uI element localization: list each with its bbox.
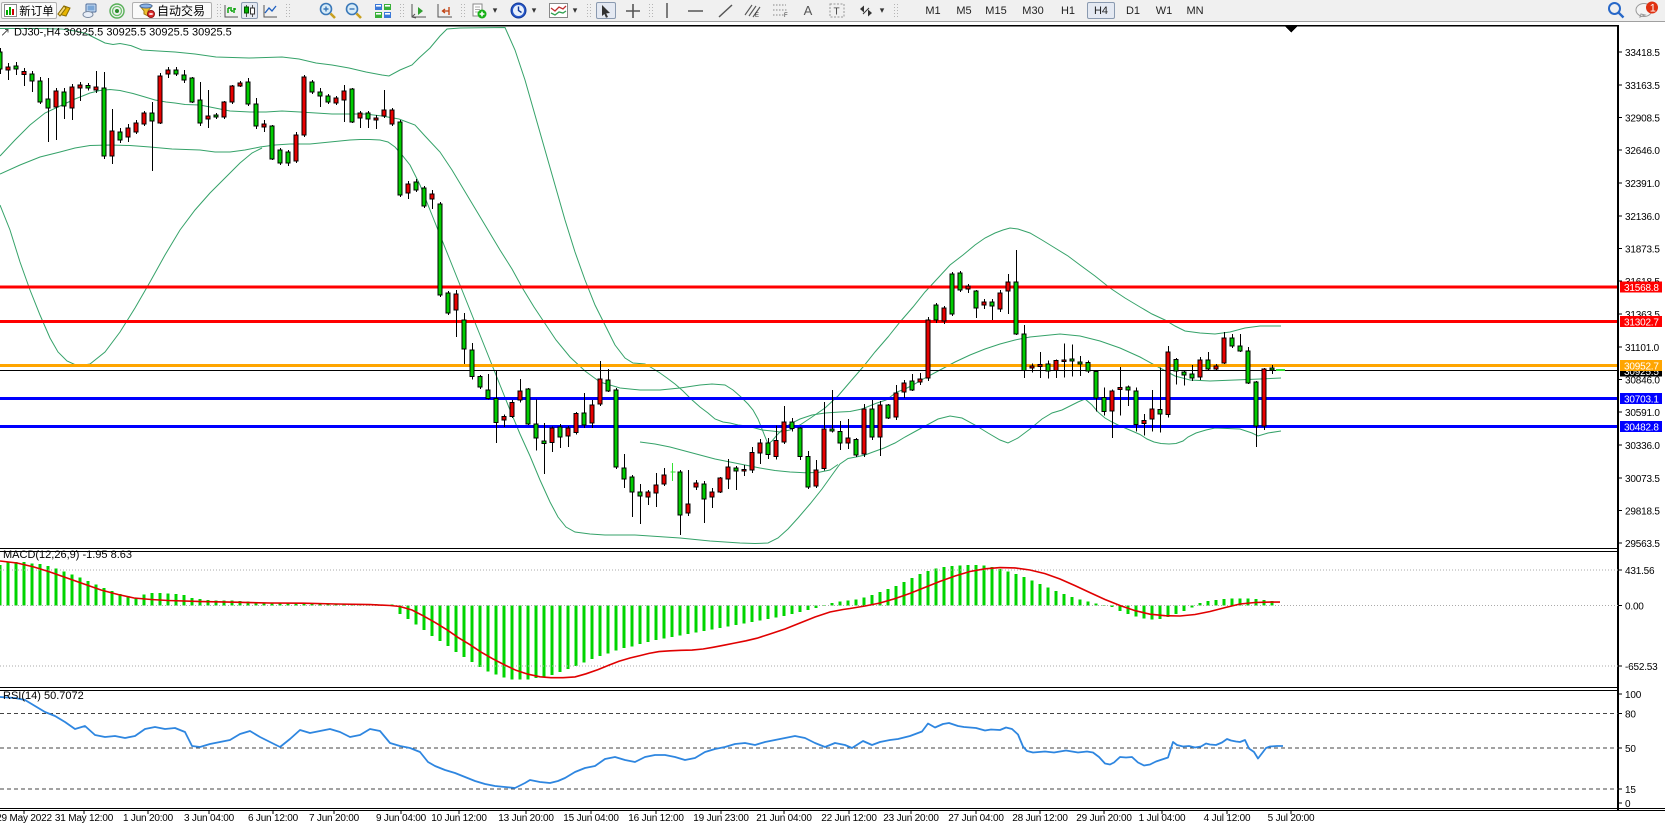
svg-text:30482.8: 30482.8: [1624, 423, 1659, 434]
svg-text:80: 80: [1625, 710, 1636, 721]
svg-text:6 Jun 12:00: 6 Jun 12:00: [248, 813, 299, 824]
svg-text:-652.53: -652.53: [1625, 662, 1658, 673]
svg-text:15: 15: [1625, 785, 1636, 796]
svg-text:29563.5: 29563.5: [1625, 539, 1660, 550]
svg-text:431.56: 431.56: [1625, 566, 1655, 577]
svg-text:13 Jun 20:00: 13 Jun 20:00: [498, 813, 554, 824]
svg-text:1 Jun 20:00: 1 Jun 20:00: [123, 813, 174, 824]
svg-text:DJ30-,H4 30925.5 30925.5 3092: DJ30-,H4 30925.5 30925.5 30925.5 30925.5: [14, 27, 232, 39]
svg-text:21 Jun 04:00: 21 Jun 04:00: [756, 813, 812, 824]
svg-text:1: 1: [1650, 2, 1656, 14]
svg-text:E: E: [755, 13, 759, 18]
svg-text:32391.0: 32391.0: [1625, 179, 1660, 190]
svg-text:31873.5: 31873.5: [1625, 245, 1660, 256]
svg-text:4 Jul 12:00: 4 Jul 12:00: [1204, 813, 1251, 824]
svg-text:10 Jun 12:00: 10 Jun 12:00: [431, 813, 487, 824]
svg-text:29 May 2022: 29 May 2022: [0, 813, 52, 824]
svg-text:15 Jun 04:00: 15 Jun 04:00: [563, 813, 619, 824]
svg-text:31568.8: 31568.8: [1624, 283, 1659, 294]
svg-text:31302.7: 31302.7: [1624, 318, 1659, 329]
svg-text:30336.0: 30336.0: [1625, 441, 1660, 452]
svg-text:0.00: 0.00: [1625, 602, 1644, 613]
svg-text:30846.0: 30846.0: [1625, 376, 1660, 387]
svg-text:32136.0: 32136.0: [1625, 212, 1660, 223]
svg-text:32646.0: 32646.0: [1625, 146, 1660, 157]
svg-text:33163.5: 33163.5: [1625, 81, 1660, 92]
svg-text:50: 50: [1625, 744, 1636, 755]
svg-text:28 Jun 12:00: 28 Jun 12:00: [1012, 813, 1068, 824]
svg-text:16 Jun 12:00: 16 Jun 12:00: [628, 813, 684, 824]
svg-text:30952.7: 30952.7: [1624, 362, 1659, 373]
svg-text:23 Jun 20:00: 23 Jun 20:00: [883, 813, 939, 824]
svg-text:3 Jun 04:00: 3 Jun 04:00: [184, 813, 235, 824]
svg-text:9 Jun 04:00: 9 Jun 04:00: [376, 813, 427, 824]
svg-text:5 Jul 20:00: 5 Jul 20:00: [1268, 813, 1315, 824]
svg-text:T: T: [833, 7, 839, 18]
svg-text:30591.0: 30591.0: [1625, 408, 1660, 419]
svg-text:F: F: [784, 13, 788, 18]
svg-text:7 Jun 20:00: 7 Jun 20:00: [309, 813, 360, 824]
svg-text:19 Jun 23:00: 19 Jun 23:00: [693, 813, 749, 824]
svg-text:RSI(14) 50.7072: RSI(14) 50.7072: [3, 690, 84, 702]
svg-text:31101.0: 31101.0: [1625, 343, 1660, 354]
svg-text:32908.5: 32908.5: [1625, 114, 1660, 125]
svg-text:29818.5: 29818.5: [1625, 507, 1660, 518]
svg-text:MACD(12,26,9) -1.95 8.63: MACD(12,26,9) -1.95 8.63: [3, 549, 132, 561]
svg-text:0: 0: [1625, 799, 1631, 810]
svg-text:30925.5: 30925.5: [1624, 367, 1659, 378]
svg-text:1 Jul 04:00: 1 Jul 04:00: [1139, 813, 1186, 824]
svg-text:100: 100: [1625, 690, 1642, 701]
svg-text:31 May 12:00: 31 May 12:00: [55, 813, 114, 824]
svg-text:22 Jun 12:00: 22 Jun 12:00: [821, 813, 877, 824]
svg-text:29 Jun 20:00: 29 Jun 20:00: [1076, 813, 1132, 824]
svg-text:30073.5: 30073.5: [1625, 474, 1660, 485]
svg-text:31363.5: 31363.5: [1625, 310, 1660, 321]
svg-text:27 Jun 04:00: 27 Jun 04:00: [948, 813, 1004, 824]
svg-text:33418.5: 33418.5: [1625, 48, 1660, 59]
svg-text:30703.1: 30703.1: [1624, 395, 1659, 406]
